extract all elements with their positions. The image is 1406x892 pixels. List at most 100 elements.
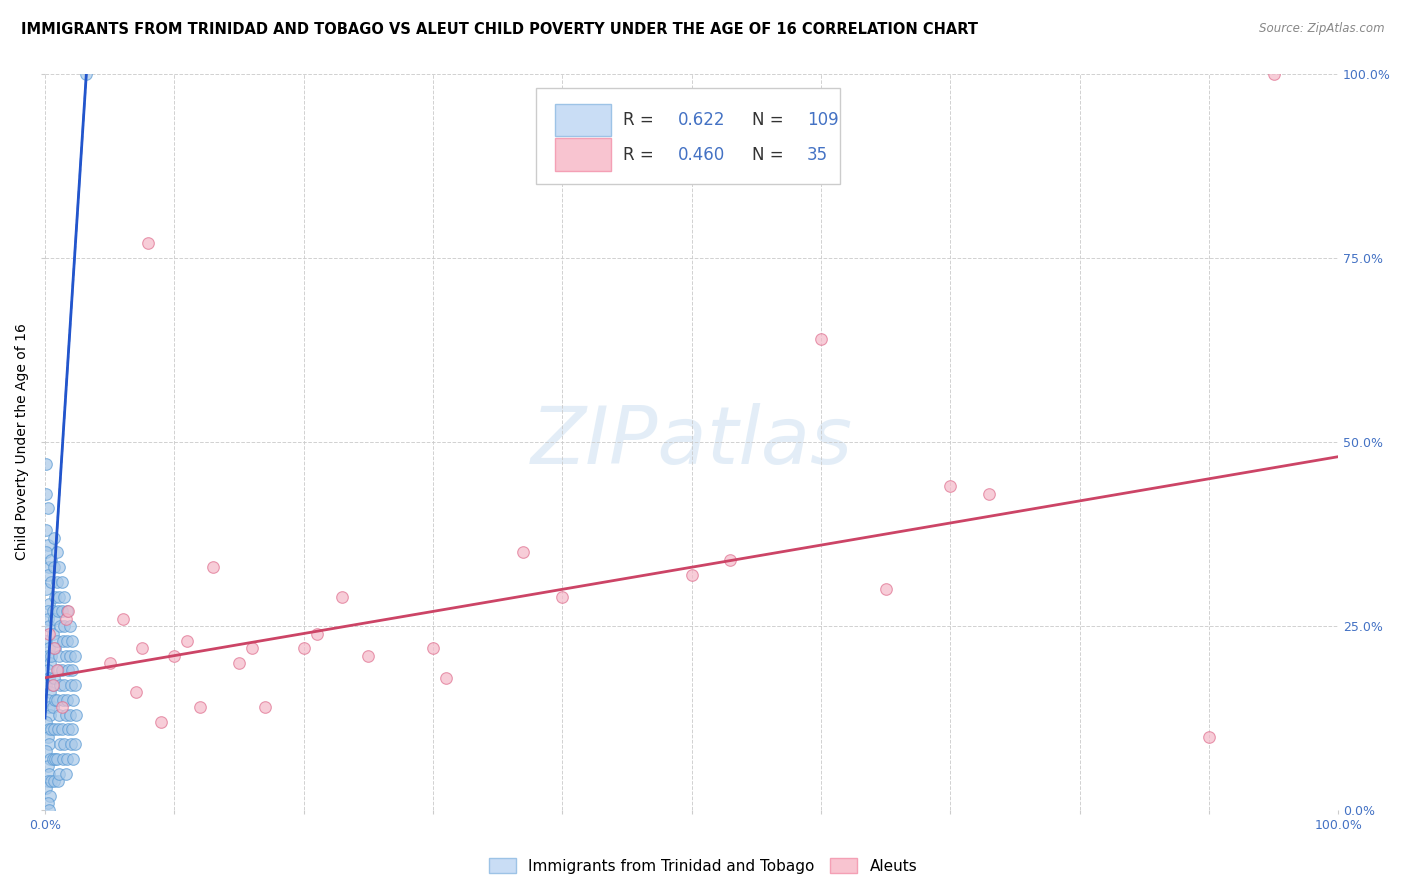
Point xyxy=(51,604,73,618)
Point xyxy=(551,590,574,604)
Point xyxy=(60,633,83,648)
Point xyxy=(42,700,65,714)
Point xyxy=(51,723,73,737)
Text: ZIPatlas: ZIPatlas xyxy=(530,403,852,481)
Point xyxy=(51,664,73,678)
Point xyxy=(42,560,65,574)
Point xyxy=(176,633,198,648)
Point xyxy=(42,723,65,737)
Point xyxy=(62,693,84,707)
Point xyxy=(58,648,80,663)
Point xyxy=(75,66,97,80)
Point xyxy=(48,648,70,663)
Point xyxy=(37,759,59,773)
Point xyxy=(42,604,65,618)
Point xyxy=(37,796,59,810)
Point xyxy=(150,714,173,729)
Point xyxy=(58,707,80,722)
Text: 109: 109 xyxy=(807,111,838,129)
Point xyxy=(52,633,75,648)
Point xyxy=(512,545,534,559)
Point xyxy=(56,633,79,648)
Point xyxy=(718,553,741,567)
Point xyxy=(41,553,63,567)
Text: R =: R = xyxy=(623,145,659,163)
Point xyxy=(98,656,121,670)
Point xyxy=(332,590,354,604)
Point xyxy=(44,752,66,766)
Point xyxy=(42,641,65,656)
Point xyxy=(39,685,62,699)
Point xyxy=(124,685,146,699)
Point xyxy=(42,612,65,626)
Point xyxy=(58,723,80,737)
Point xyxy=(53,619,76,633)
Point xyxy=(59,737,82,751)
Point xyxy=(59,678,82,692)
Point xyxy=(131,641,153,656)
Point xyxy=(38,803,60,817)
Point xyxy=(45,545,67,559)
Text: 35: 35 xyxy=(807,145,828,163)
Point xyxy=(49,737,72,751)
Point xyxy=(58,604,80,618)
Point xyxy=(53,678,76,692)
Point xyxy=(37,773,59,788)
Point xyxy=(48,590,70,604)
Point xyxy=(39,752,62,766)
Point xyxy=(111,612,134,626)
Point xyxy=(42,626,65,640)
Point xyxy=(56,693,79,707)
Point xyxy=(46,604,69,618)
Point xyxy=(46,664,69,678)
Point xyxy=(37,501,59,516)
Point xyxy=(39,789,62,803)
Point xyxy=(41,574,63,589)
Point xyxy=(38,641,60,656)
Point xyxy=(52,693,75,707)
Point xyxy=(55,648,77,663)
Point xyxy=(49,678,72,692)
Point xyxy=(42,531,65,545)
Point xyxy=(42,752,65,766)
Point xyxy=(434,671,457,685)
Point xyxy=(38,766,60,780)
Point xyxy=(35,486,58,500)
Point xyxy=(939,479,962,493)
Point xyxy=(39,656,62,670)
Point xyxy=(35,678,58,692)
Point xyxy=(45,664,67,678)
Point xyxy=(38,626,60,640)
Point xyxy=(45,574,67,589)
Point xyxy=(42,773,65,788)
Point xyxy=(38,671,60,685)
Point xyxy=(422,641,444,656)
Point xyxy=(46,773,69,788)
Point xyxy=(46,723,69,737)
Point xyxy=(55,612,77,626)
Point xyxy=(56,752,79,766)
Point xyxy=(138,235,160,250)
Point xyxy=(38,723,60,737)
Point xyxy=(41,773,63,788)
Point xyxy=(188,700,211,714)
Point xyxy=(45,752,67,766)
Point xyxy=(357,648,380,663)
Point xyxy=(35,545,58,559)
Point xyxy=(55,707,77,722)
Point xyxy=(37,567,59,582)
Point xyxy=(38,619,60,633)
Point xyxy=(37,730,59,744)
Point xyxy=(45,633,67,648)
Point xyxy=(37,612,59,626)
Point xyxy=(38,700,60,714)
Point xyxy=(58,619,80,633)
Point xyxy=(681,567,703,582)
Point xyxy=(810,332,832,346)
Point xyxy=(253,700,276,714)
Point xyxy=(60,723,83,737)
Point xyxy=(875,582,897,597)
Point xyxy=(60,664,83,678)
Point xyxy=(44,641,66,656)
Point xyxy=(163,648,186,663)
